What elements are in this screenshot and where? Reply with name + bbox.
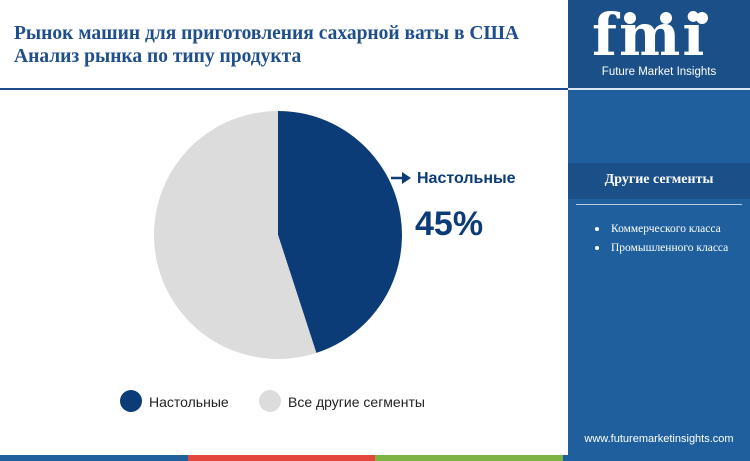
callout-label: Настольные	[417, 170, 516, 187]
legend-label-tabletop: Настольные	[149, 394, 229, 410]
sidebar-divider	[568, 88, 750, 90]
legend-label-other-segments: Все другие сегменты	[288, 394, 425, 410]
fmi-logo: fmi	[592, 1, 707, 69]
strip-segment-3	[375, 455, 563, 461]
brand-header	[568, 0, 750, 88]
globe-icon	[696, 12, 708, 24]
pie-chart: Настольные 45% Настольные Все другие сег…	[120, 111, 516, 412]
globe-icon	[624, 12, 636, 24]
chart-legend: Настольные Все другие сегменты	[120, 390, 425, 412]
segments-heading-band	[568, 163, 750, 199]
slice-callout: Настольные 45%	[391, 170, 516, 243]
sidebar-panel: fmi Future Market Insights Другие сегмен…	[568, 0, 750, 455]
strip-segment-4	[562, 455, 750, 461]
strip-segment-1	[0, 455, 188, 461]
callout-value: 45%	[415, 205, 483, 243]
strip-segment-2	[187, 455, 375, 461]
segments-divider	[576, 204, 742, 205]
callout-arrow-icon	[402, 172, 411, 184]
segments-heading: Другие сегменты	[604, 172, 714, 187]
globe-icon	[660, 12, 672, 24]
title-divider	[0, 88, 568, 90]
pie-slice-tabletop	[278, 111, 402, 353]
segment-item-commercial: Коммерческого класса	[594, 220, 744, 239]
legend-swatch-tabletop	[120, 390, 142, 412]
segments-list: Коммерческого класса Промышленного класс…	[594, 220, 744, 258]
website-link[interactable]: www.futuremarketinsights.com	[584, 433, 734, 445]
segment-item-industrial: Промышленного класса	[594, 239, 744, 258]
bottom-color-strip	[0, 455, 750, 461]
chart-title: Рынок машин для приготовления сахарной в…	[14, 23, 519, 67]
pie-slice-other-segments	[153, 111, 317, 360]
legend-swatch-other-segments	[259, 390, 281, 412]
pie-slices	[153, 111, 402, 360]
logo-subtitle: Future Market Insights	[601, 66, 717, 78]
